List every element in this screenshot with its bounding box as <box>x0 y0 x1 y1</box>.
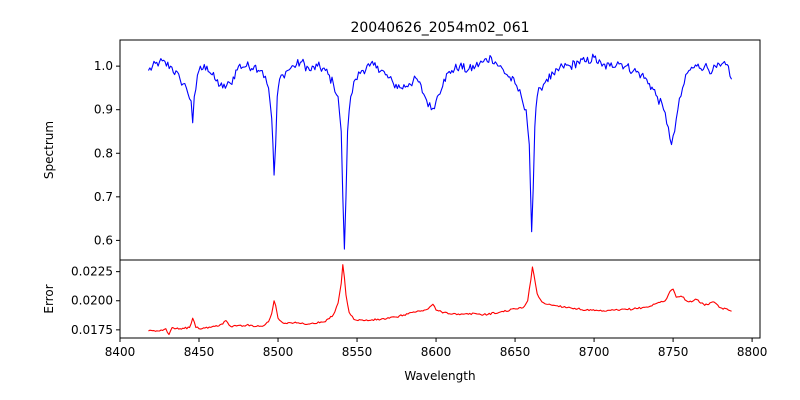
x-tick-label: 8750 <box>658 345 689 359</box>
error-y-tick-label: 0.0200 <box>71 294 113 308</box>
spectrum-panel: Spectrum 0.6 0.7 0.8 0.9 1.0 <box>42 39 761 261</box>
x-tick-label: 8500 <box>263 345 294 359</box>
x-tick-label: 8550 <box>342 345 373 359</box>
error-ylabel: Error <box>42 284 56 313</box>
x-tick-label: 8400 <box>105 345 136 359</box>
spectrum-plot-frame <box>119 39 761 261</box>
error-y-tick-label: 0.0175 <box>71 323 113 337</box>
x-tick-label: 8650 <box>500 345 531 359</box>
error-series-line <box>148 264 732 336</box>
spectrum-y-tick-label: 0.6 <box>94 233 113 247</box>
spectrum-ylabel: Spectrum <box>42 121 56 179</box>
x-tick-label: 8800 <box>737 345 768 359</box>
spectrum-y-tick-label: 0.9 <box>94 103 113 117</box>
x-axis-label: Wavelength <box>404 369 475 383</box>
x-tick-label: 8600 <box>421 345 452 359</box>
error-plot-frame <box>119 259 761 339</box>
x-tick-label: 8450 <box>184 345 215 359</box>
x-tick-label: 8700 <box>579 345 610 359</box>
spectrum-y-tick-label: 0.7 <box>94 190 113 204</box>
error-y-tick-label: 0.0225 <box>71 265 113 279</box>
error-panel: Error 0.0175 0.0200 0.0225 <box>42 259 761 339</box>
spectrum-y-tick-label: 0.8 <box>94 146 113 160</box>
chart-title: 20040626_2054m02_061 <box>350 20 529 36</box>
spectrum-y-tick-label: 1.0 <box>94 59 113 73</box>
spectrum-series-line <box>147 53 733 250</box>
x-axis: 8400 8450 8500 8550 8600 8650 8700 8750 8800 <box>105 338 768 359</box>
